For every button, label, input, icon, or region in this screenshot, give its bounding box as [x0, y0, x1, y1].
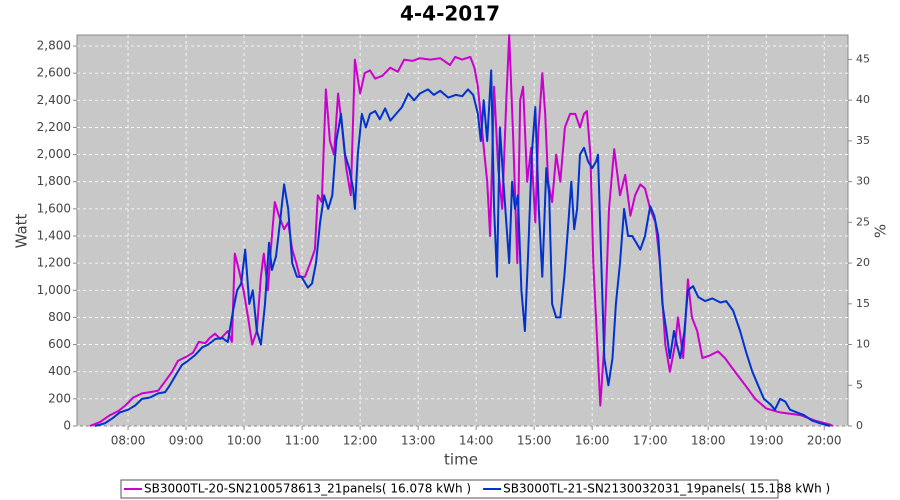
- x-tick-label: 13:00: [401, 434, 436, 448]
- x-tick-label: 16:00: [575, 434, 610, 448]
- y2-tick-label: 10: [856, 338, 870, 351]
- legend-label: SB3000TL-21-SN2130032031_19panels( 15.18…: [503, 482, 830, 496]
- x-tick-label: 15:00: [517, 434, 552, 448]
- x-tick-label: 20:00: [807, 434, 842, 448]
- series-line: [94, 69, 831, 427]
- y-axis-label: Watt: [13, 213, 31, 248]
- x-tick-label: 19:00: [749, 434, 784, 448]
- y-tick-label: 1,800: [37, 174, 71, 188]
- y2-tick-label: 25: [856, 215, 870, 228]
- y2-tick-label: 15: [856, 297, 870, 310]
- y2-tick-label: 35: [856, 134, 870, 147]
- x-tick-label: 12:00: [343, 434, 378, 448]
- y2-tick-label: 30: [856, 175, 870, 188]
- y-tick-label: 2,800: [37, 38, 71, 52]
- y-tick-label: 2,400: [37, 93, 71, 107]
- legend-box: [120, 479, 779, 499]
- x-tick-label: 18:00: [691, 434, 726, 448]
- x-tick-label: 14:00: [459, 434, 494, 448]
- x-tick-label: 17:00: [633, 434, 668, 448]
- y-tick-label: 0: [63, 419, 71, 433]
- y2-axis-label: %: [872, 224, 890, 238]
- y-tick-label: 1,600: [37, 201, 71, 215]
- x-tick-label: 09:00: [169, 434, 204, 448]
- y-tick-label: 2,600: [37, 66, 71, 80]
- y2-tick-label: 40: [856, 93, 870, 106]
- y2-tick-label: 45: [856, 52, 870, 65]
- y-tick-label: 2,000: [37, 147, 71, 161]
- y-tick-label: 1,400: [37, 228, 71, 242]
- chart-title: 4-4-2017: [400, 2, 500, 26]
- legend-label: SB3000TL-20-SN2100578613_21panels( 16.07…: [144, 482, 471, 496]
- x-tick-label: 11:00: [285, 434, 320, 448]
- y-tick-label: 1,000: [37, 283, 71, 297]
- x-tick-label: 08:00: [111, 434, 146, 448]
- y-tick-label: 800: [48, 310, 71, 324]
- y-tick-label: 600: [48, 337, 71, 351]
- y-tick-label: 400: [48, 364, 71, 378]
- y-tick-label: 1,200: [37, 256, 71, 270]
- y2-tick-label: 5: [856, 378, 863, 391]
- y-tick-label: 2,200: [37, 120, 71, 134]
- y-tick-label: 200: [48, 391, 71, 405]
- y2-tick-label: 20: [856, 256, 870, 269]
- x-tick-label: 10:00: [227, 434, 262, 448]
- y2-tick-label: 0: [856, 419, 863, 432]
- x-axis-label: time: [444, 451, 478, 469]
